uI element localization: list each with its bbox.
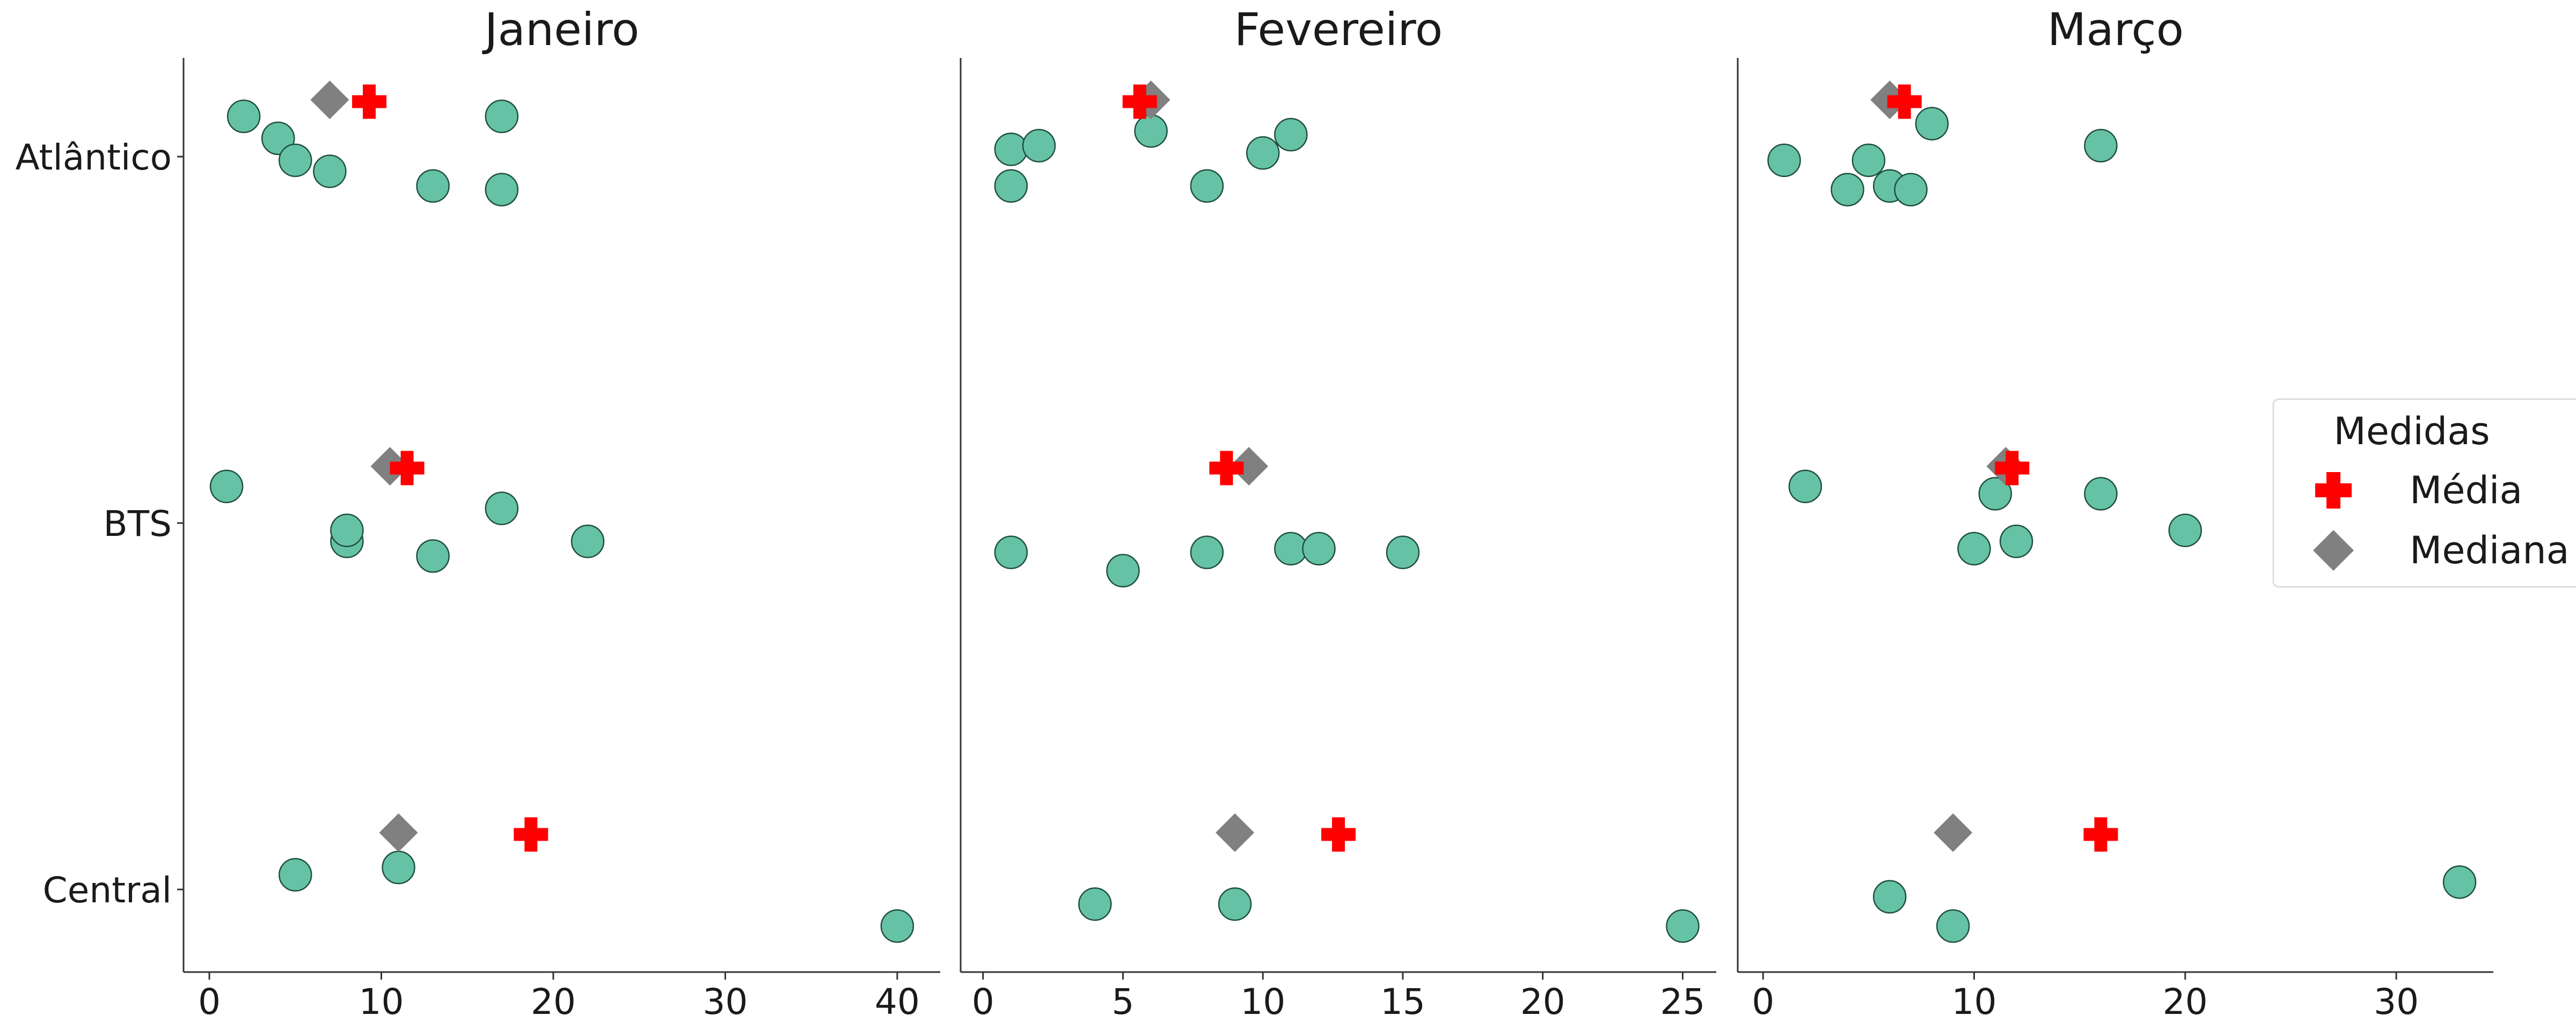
data-point-janeiro-central-1 (279, 858, 312, 892)
data-point-janeiro-bts-3 (330, 513, 364, 547)
x-tick-label-janeiro-20: 20 (531, 981, 576, 1022)
x-tick-label-janeiro-10: 10 (359, 981, 404, 1022)
legend-box (2272, 398, 2576, 588)
median-marker-janeiro-atlantico (310, 80, 349, 120)
legend: Medidas Média Mediana (2272, 398, 2576, 588)
data-point-fevereiro-bts-5 (1302, 532, 1336, 566)
data-point-marco-atlantico-1 (1767, 143, 1801, 178)
data-point-fevereiro-atlantico-6 (1246, 136, 1280, 170)
x-tick-label-marco-20: 20 (2163, 981, 2208, 1022)
x-tick-label-fevereiro-0: 0 (972, 981, 994, 1022)
data-point-janeiro-bts-6 (570, 524, 605, 558)
facet-title-marco: Março (2047, 3, 2184, 56)
data-point-janeiro-atlantico-3 (279, 143, 312, 178)
data-point-fevereiro-bts-6 (1386, 535, 1420, 569)
data-point-marco-atlantico-7 (2084, 129, 2118, 163)
data-point-janeiro-atlantico-7 (485, 99, 519, 134)
data-point-marco-bts-6 (2168, 513, 2202, 547)
y-tick-label-central: Central (43, 870, 172, 911)
data-point-fevereiro-central-1 (1078, 887, 1112, 921)
data-point-marco-bts-2 (1957, 532, 1991, 566)
x-tick-label-marco-30: 30 (2374, 981, 2419, 1022)
data-point-marco-central-3 (2442, 865, 2477, 899)
median-marker-janeiro-central (379, 813, 418, 852)
data-point-janeiro-bts-1 (209, 469, 244, 503)
data-point-marco-bts-5 (2084, 477, 2118, 511)
x-tick-label-fevereiro-20: 20 (1520, 981, 1565, 1022)
data-point-marco-bts-1 (1788, 469, 1823, 503)
facet-title-fevereiro: Fevereiro (1234, 3, 1443, 56)
y-tick-label-bts: BTS (104, 503, 172, 545)
mean-marker-marco-central (2083, 817, 2118, 852)
data-point-marco-central-2 (1936, 909, 1970, 943)
data-point-fevereiro-bts-2 (1106, 554, 1140, 588)
data-point-fevereiro-atlantico-4 (1134, 114, 1168, 148)
data-point-fevereiro-atlantico-5 (1190, 169, 1224, 203)
data-point-fevereiro-atlantico-3 (1022, 129, 1056, 163)
data-point-janeiro-bts-5 (485, 491, 519, 525)
legend-mean-cross-icon (2315, 472, 2352, 509)
mean-marker-janeiro-bts (390, 451, 425, 485)
x-tick-label-fevereiro-25: 25 (1660, 981, 1705, 1022)
facet-janeiro: Janeiro 0 10 20 30 40 (177, 3, 940, 1022)
x-tick-label-marco-0: 0 (1752, 981, 1774, 1022)
legend-label-median: Mediana (2410, 528, 2570, 572)
data-point-fevereiro-central-3 (1666, 909, 1700, 943)
y-axis-category-labels: Atlântico BTS Central (16, 137, 172, 911)
data-point-fevereiro-bts-1 (994, 535, 1028, 569)
facet-title-janeiro: Janeiro (482, 3, 640, 56)
mean-marker-marco-atlantico (1887, 84, 1922, 119)
facet-marco: Março 0 10 20 30 (1737, 3, 2493, 1022)
facet-fevereiro: Fevereiro 0 5 10 15 20 25 (960, 3, 1716, 1022)
data-point-marco-bts-4 (1999, 524, 2033, 558)
data-point-marco-central-1 (1872, 880, 1907, 914)
legend-label-mean: Média (2410, 468, 2522, 512)
legend-median-diamond-icon (2313, 530, 2354, 571)
median-marker-janeiro-bts (370, 447, 409, 486)
data-point-marco-atlantico-5 (1894, 173, 1928, 207)
data-point-marco-bts-3 (1978, 477, 2012, 511)
x-tick-label-janeiro-30: 30 (702, 981, 748, 1022)
x-tick-label-fevereiro-5: 5 (1111, 981, 1134, 1022)
data-point-janeiro-atlantico-1 (226, 99, 261, 134)
mean-marker-fevereiro-bts (1209, 451, 1244, 485)
mean-marker-fevereiro-atlantico (1122, 84, 1157, 119)
data-point-fevereiro-atlantico-2 (994, 169, 1028, 203)
data-point-janeiro-central-3 (880, 909, 914, 943)
legend-title: Medidas (2333, 409, 2490, 453)
median-marker-fevereiro-bts (1230, 447, 1269, 486)
data-point-fevereiro-atlantico-1 (994, 133, 1028, 166)
data-point-marco-atlantico-2 (1831, 173, 1864, 207)
x-tick-label-fevereiro-10: 10 (1240, 981, 1285, 1022)
x-tick-label-marco-10: 10 (1951, 981, 1996, 1022)
data-point-fevereiro-central-2 (1218, 887, 1252, 921)
data-point-janeiro-atlantico-5 (416, 169, 450, 203)
median-marker-fevereiro-central (1216, 813, 1255, 852)
data-point-janeiro-central-2 (382, 850, 415, 885)
mean-marker-fevereiro-central (1321, 817, 1356, 852)
x-tick-label-fevereiro-15: 15 (1380, 981, 1425, 1022)
y-tick-label-atlantico: Atlântico (16, 137, 172, 178)
mean-marker-marco-bts (1995, 451, 2030, 485)
data-point-marco-atlantico-3 (1851, 143, 1886, 178)
mean-marker-janeiro-central (514, 817, 548, 852)
data-point-janeiro-atlantico-4 (313, 154, 347, 188)
data-point-janeiro-atlantico-6 (485, 173, 519, 207)
median-marker-marco-central (1934, 813, 1973, 852)
data-point-fevereiro-bts-3 (1190, 535, 1224, 569)
data-point-fevereiro-atlantico-7 (1274, 117, 1308, 152)
mean-marker-janeiro-atlantico (352, 84, 387, 119)
x-tick-label-janeiro-0: 0 (198, 981, 221, 1022)
data-point-janeiro-bts-4 (416, 539, 450, 573)
data-point-marco-atlantico-6 (1915, 107, 1949, 141)
x-tick-label-janeiro-40: 40 (875, 981, 920, 1022)
